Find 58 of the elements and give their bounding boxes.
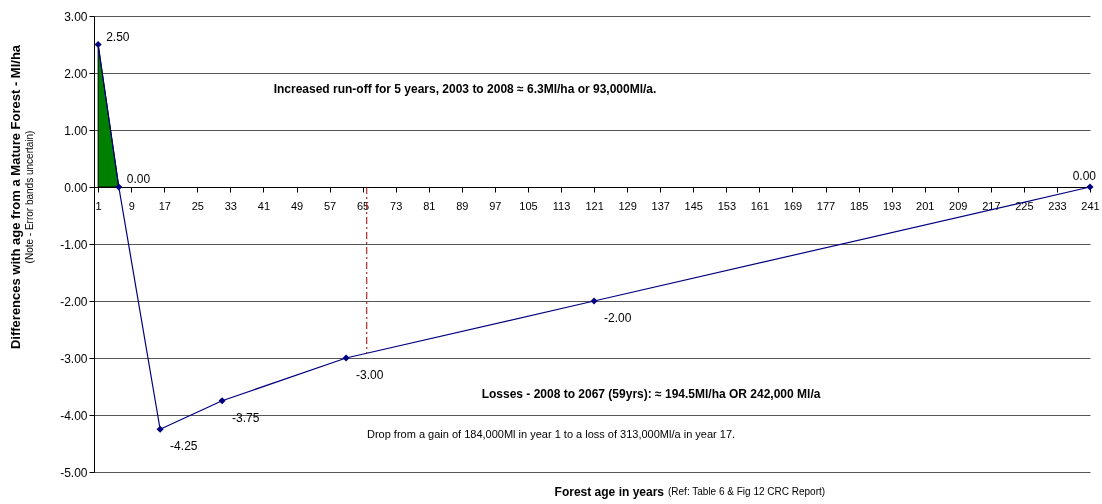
x-tick-label: 33 bbox=[224, 199, 238, 212]
y-tick-label: -4.00 bbox=[60, 408, 88, 423]
x-tick-label: 193 bbox=[882, 199, 902, 212]
text: (Ref: Table 6 & Fig 12 CRC Report) bbox=[668, 486, 826, 497]
x-tick-label: 9 bbox=[128, 199, 135, 212]
y-tick-label: 1.00 bbox=[64, 123, 88, 138]
x-tick-label: 137 bbox=[651, 199, 670, 212]
y-tick-label: -2.00 bbox=[60, 294, 88, 309]
x-tick-label: 41 bbox=[257, 199, 271, 212]
x-tick-label: 233 bbox=[1048, 199, 1067, 212]
data-label: 0.00 bbox=[1072, 169, 1097, 183]
point bbox=[156, 425, 164, 433]
x-tick-label: 185 bbox=[849, 199, 869, 212]
x-tick-label: 57 bbox=[323, 199, 337, 212]
x-tick-label: 121 bbox=[585, 199, 604, 212]
x-tick-label: 17 bbox=[158, 199, 171, 212]
y-tick-label: -1.00 bbox=[60, 237, 88, 252]
data-label: -3.00 bbox=[356, 368, 384, 382]
data-label: -2.00 bbox=[604, 311, 632, 325]
x-tick-label: 97 bbox=[489, 199, 502, 212]
y-tick-label: 0.00 bbox=[64, 180, 88, 195]
x-tick-label: 1 bbox=[95, 199, 102, 212]
x-tick-label: 153 bbox=[717, 199, 736, 212]
point bbox=[342, 354, 350, 362]
y-tick-label: 3.00 bbox=[64, 9, 88, 24]
y-tick-label: 2.00 bbox=[64, 66, 88, 81]
data-label: 0.00 bbox=[126, 172, 151, 186]
x-tick-label: 217 bbox=[982, 199, 1001, 212]
data-label: -4.25 bbox=[170, 439, 198, 454]
y-axis-title: Differences with age from a Mature Forest - Ml/ha bbox=[8, 44, 23, 350]
x-tick-label: 81 bbox=[423, 199, 436, 212]
x-tick-label: 225 bbox=[1015, 199, 1034, 212]
point bbox=[94, 40, 102, 49]
x-tick-label: 145 bbox=[684, 199, 703, 212]
x-tick-label: 161 bbox=[750, 199, 770, 212]
data-label: 2.50 bbox=[106, 29, 130, 44]
annotation: Drop from a gain of 184,000Ml in year 1 to a loss of 313,000Ml/a in year 17. bbox=[366, 428, 736, 440]
point bbox=[115, 183, 123, 191]
x-tick-label: 25 bbox=[191, 199, 204, 212]
x-tick-label: 209 bbox=[949, 199, 968, 212]
annotation: Losses - 2008 to 2067 (59yrs): ≈ 194.5Ml/ha OR 242,000 Ml/a bbox=[481, 387, 821, 401]
y-tick-label: -3.00 bbox=[60, 351, 88, 366]
x-tick-label: 73 bbox=[390, 199, 403, 212]
x-tick-label: 241 bbox=[1081, 199, 1100, 212]
point bbox=[590, 297, 598, 305]
x-tick-label: 201 bbox=[916, 199, 935, 212]
point bbox=[218, 397, 226, 405]
annotation: Increased run-off for 5 years, 2003 to 2008 ≈ 6.3Ml/ha or 93,000Ml/a. bbox=[273, 82, 657, 96]
text: (Note - Error bands uncertain) bbox=[24, 130, 35, 264]
x-tick-label: 113 bbox=[552, 199, 571, 212]
x-tick-label: 49 bbox=[290, 199, 304, 212]
y-tick-label: -5.00 bbox=[60, 465, 88, 480]
x-tick-label: 169 bbox=[783, 199, 803, 212]
x-tick-label: 129 bbox=[618, 199, 637, 212]
x-axis-title: Forest age in years bbox=[554, 485, 665, 499]
x-tick-label: 105 bbox=[519, 199, 538, 212]
x-tick-label: 89 bbox=[456, 199, 469, 212]
x-tick-label: 177 bbox=[816, 199, 836, 212]
